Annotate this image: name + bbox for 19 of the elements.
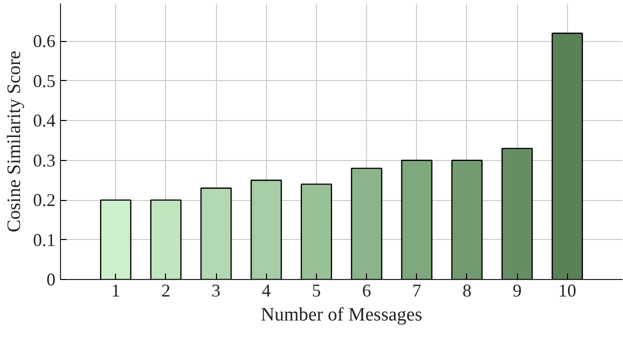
x-tick-label: 9	[512, 280, 522, 300]
y-tick-label: 0.6	[33, 31, 56, 52]
x-tick-label: 5	[312, 280, 321, 300]
y-tick-label: 0	[46, 270, 56, 290]
x-tick-label: 6	[362, 280, 372, 300]
x-tick-label: 7	[412, 280, 422, 300]
x-tick-label: 4	[262, 280, 271, 300]
y-tick-label: 0.4	[33, 110, 56, 131]
x-axis-title: Number of Messages	[260, 304, 422, 326]
x-tick-label: 8	[462, 280, 472, 300]
y-tick-label: 0.5	[33, 70, 56, 91]
x-tick-label: 10	[558, 280, 576, 300]
y-tick-label: 0.3	[33, 150, 56, 170]
y-tick-label: 0.1	[33, 230, 56, 250]
x-tick-label: 2	[161, 280, 170, 300]
y-tick-label: 0.2	[33, 190, 56, 210]
y-axis-title: Cosine Similarity Score	[4, 50, 25, 232]
x-tick-label: 3	[212, 280, 221, 300]
x-tick-label: 1	[111, 280, 120, 300]
